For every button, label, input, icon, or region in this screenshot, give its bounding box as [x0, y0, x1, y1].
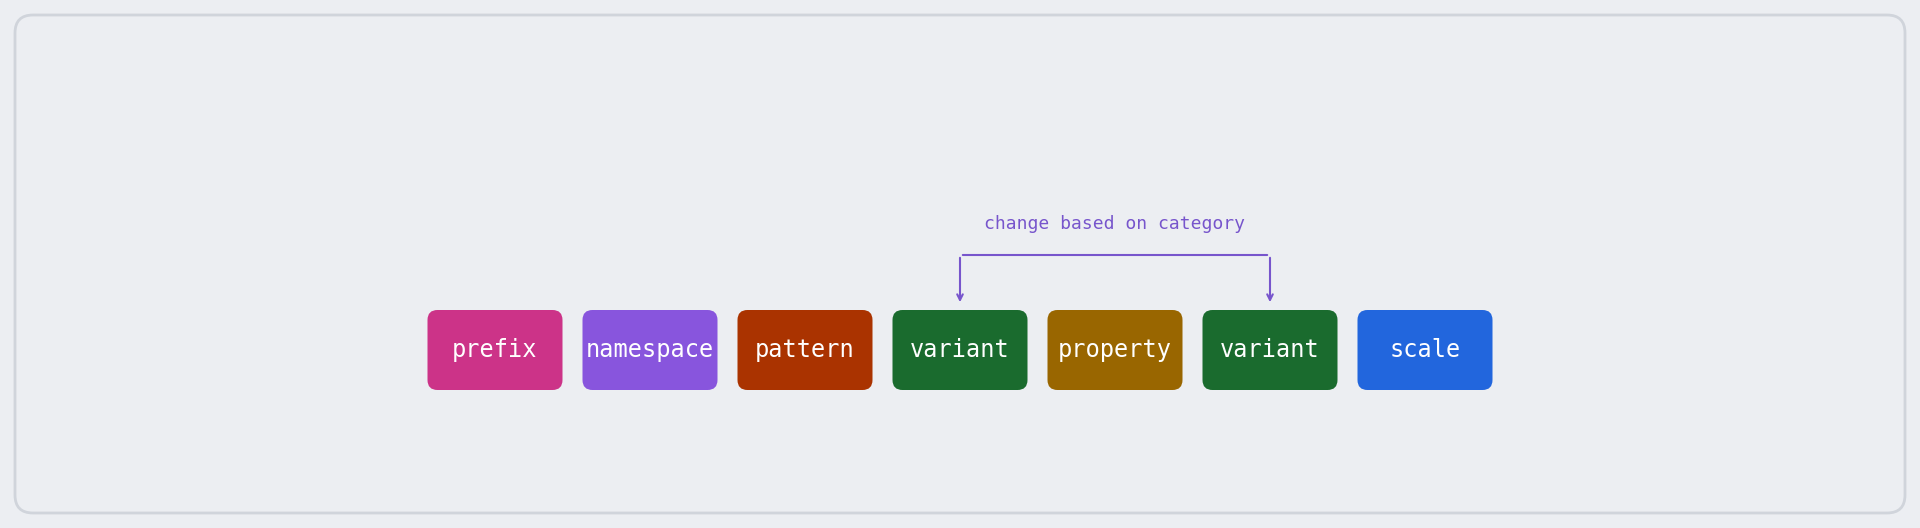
- Text: variant: variant: [910, 338, 1010, 362]
- Text: change based on category: change based on category: [985, 215, 1246, 233]
- Text: namespace: namespace: [586, 338, 714, 362]
- Text: prefix: prefix: [453, 338, 538, 362]
- FancyBboxPatch shape: [1202, 310, 1338, 390]
- Text: variant: variant: [1219, 338, 1319, 362]
- FancyBboxPatch shape: [893, 310, 1027, 390]
- Text: scale: scale: [1390, 338, 1461, 362]
- FancyBboxPatch shape: [1357, 310, 1492, 390]
- FancyBboxPatch shape: [1048, 310, 1183, 390]
- FancyBboxPatch shape: [737, 310, 872, 390]
- FancyBboxPatch shape: [428, 310, 563, 390]
- Text: pattern: pattern: [755, 338, 854, 362]
- FancyBboxPatch shape: [582, 310, 718, 390]
- Text: property: property: [1058, 338, 1171, 362]
